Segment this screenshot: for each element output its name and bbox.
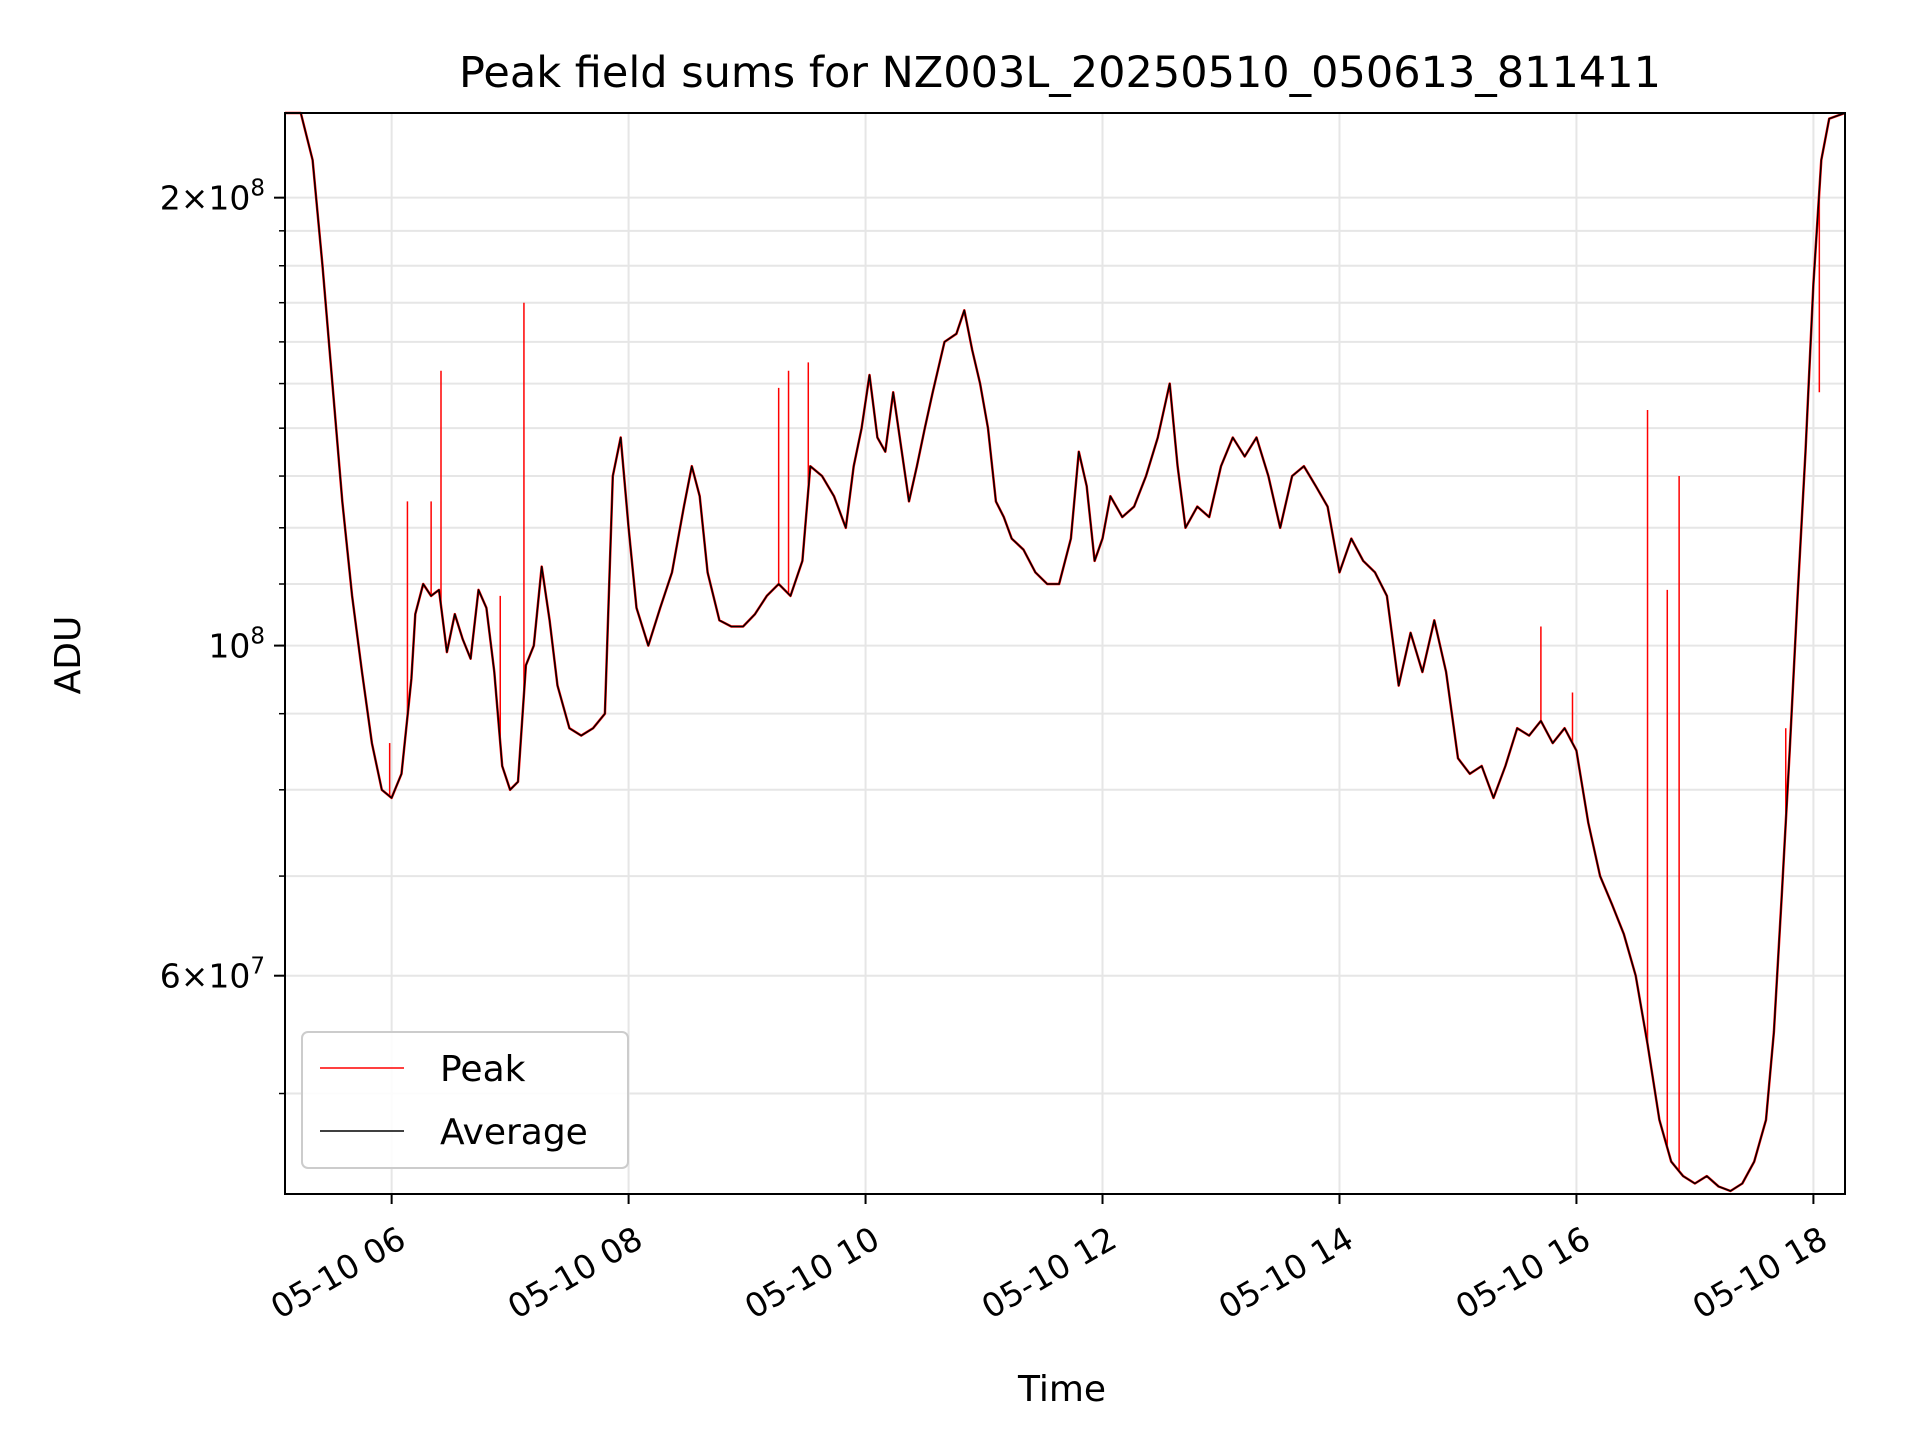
average-series-line — [285, 112, 1846, 1192]
plot-lines — [285, 111, 1846, 1193]
x-axis-label: Time — [1017, 1369, 1106, 1410]
legend-box — [301, 1031, 629, 1169]
legend-label-peak: Peak — [440, 1049, 526, 1090]
y-tick-label: 6×107 — [160, 954, 265, 996]
chart-title: Peak field sums for NZ003L_20250510_0506… — [459, 48, 1661, 98]
y-axis: 6×107 108 2×108 — [160, 176, 285, 1095]
grid — [285, 113, 1845, 1194]
legend-label-average: Average — [440, 1112, 588, 1153]
legend: Peak Average — [301, 1031, 629, 1169]
plot-frame — [284, 112, 1846, 1195]
y-axis-label: ADU — [48, 616, 89, 695]
y-tick-label: 2×108 — [160, 176, 265, 218]
y-tick-label: 108 — [208, 624, 265, 666]
